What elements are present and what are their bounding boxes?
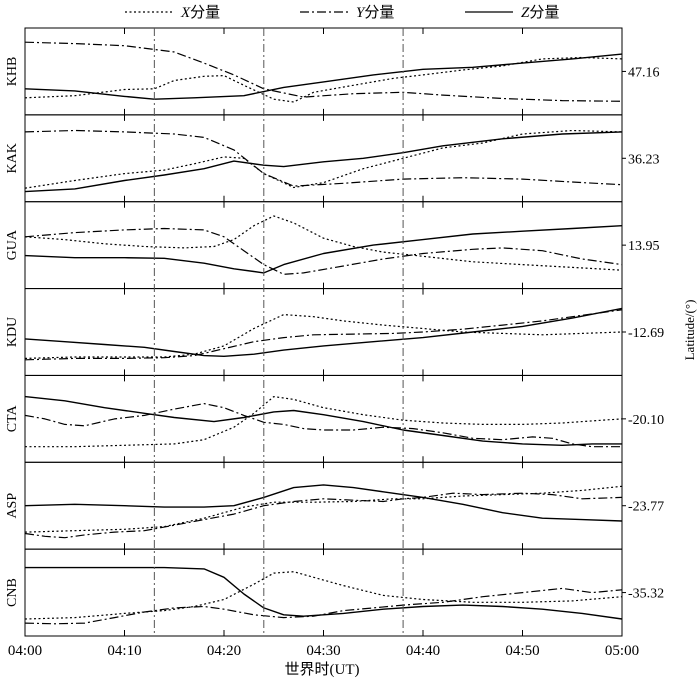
series-x-line bbox=[24, 314, 623, 359]
x-tick-label: 04:50 bbox=[505, 643, 539, 659]
station-label: KDU bbox=[5, 317, 20, 347]
legend-label: Y分量 bbox=[356, 4, 394, 21]
legend-item-x: X分量 bbox=[125, 4, 220, 21]
series-y-line bbox=[24, 129, 623, 187]
legend-label: X分量 bbox=[180, 4, 220, 21]
x-tick-label: 04:30 bbox=[306, 643, 340, 659]
series-z-line bbox=[24, 395, 622, 446]
panel-cta: CTA -20.10 bbox=[5, 374, 664, 463]
station-label: CTA bbox=[5, 405, 20, 433]
station-label: KHB bbox=[5, 57, 20, 87]
series-z-line bbox=[24, 225, 623, 274]
series-x-line bbox=[24, 485, 623, 533]
panel-frame bbox=[24, 288, 623, 376]
x-axis-label: 世界时(UT) bbox=[285, 661, 360, 678]
panel-frame bbox=[24, 201, 623, 290]
x-tick-label: 04:20 bbox=[207, 643, 241, 659]
series-z-line bbox=[24, 484, 623, 522]
latitude-label: 13.95 bbox=[628, 239, 660, 254]
series-z-line bbox=[24, 131, 623, 193]
series-z-line bbox=[25, 566, 623, 620]
legend-suffix: 分量 bbox=[529, 4, 559, 21]
series-x-line bbox=[24, 571, 623, 620]
legend-symbol: Y bbox=[356, 5, 366, 21]
x-tick-label: 04:40 bbox=[406, 643, 440, 659]
legend-suffix: 分量 bbox=[190, 4, 220, 21]
station-label: ASP bbox=[5, 493, 20, 519]
y-axis-label: Latitude/(°) bbox=[682, 300, 697, 361]
series-y-line bbox=[24, 309, 623, 361]
x-tick-label: 04:10 bbox=[107, 643, 141, 659]
panel-cnb: CNB -35.32 bbox=[5, 548, 664, 637]
legend-suffix: 分量 bbox=[364, 4, 394, 21]
panel-frame bbox=[24, 114, 623, 203]
series-x-line bbox=[24, 129, 623, 189]
panel-frame bbox=[24, 548, 623, 637]
latitude-label: 47.16 bbox=[628, 65, 660, 80]
x-tick-label: 04:00 bbox=[8, 643, 42, 659]
x-tick-label: 05:00 bbox=[605, 643, 639, 659]
series-y-line bbox=[24, 403, 622, 448]
series-z-line bbox=[24, 53, 623, 100]
x-axis: 04:00 04:10 04:20 04:30 04:40 04:50 05:00 bbox=[8, 643, 639, 659]
panel-gua: GUA 13.95 bbox=[5, 201, 660, 290]
panel-asp: ASP -23.77 bbox=[5, 461, 664, 550]
legend-item-z: Z分量 bbox=[465, 4, 559, 21]
legend-symbol: Z bbox=[521, 5, 530, 21]
latitude-label: -12.69 bbox=[628, 326, 664, 341]
latitude-label: -35.32 bbox=[628, 587, 664, 602]
series-y-line bbox=[24, 492, 623, 539]
panel-frame bbox=[24, 27, 623, 116]
panel-khb: KHB 47.16 bbox=[5, 27, 660, 116]
legend-item-y: Y分量 bbox=[300, 4, 394, 21]
panel-kak: KAK 36.23 bbox=[5, 114, 660, 203]
series-y-line bbox=[24, 587, 623, 625]
series-x-line bbox=[25, 396, 623, 448]
latitude-label: -23.77 bbox=[628, 500, 664, 515]
panels: KHB 47.16 KAK 36.23 GUA 13.95 KDU -12.69 CTA -20.… bbox=[5, 27, 664, 637]
legend: X分量 Y分量 Z分量 bbox=[125, 4, 559, 21]
vertical-reference-lines bbox=[153, 28, 404, 636]
series-x-line bbox=[24, 215, 623, 271]
series-y-line bbox=[24, 227, 623, 275]
legend-label: Z分量 bbox=[521, 4, 559, 21]
station-label: KAK bbox=[5, 143, 20, 173]
panel-kdu: KDU -12.69 bbox=[5, 288, 664, 376]
latitude-label: -20.10 bbox=[628, 413, 664, 428]
station-label: GUA bbox=[5, 229, 20, 260]
series-y-line bbox=[24, 41, 623, 102]
legend-symbol: X bbox=[180, 5, 191, 21]
station-label: CNB bbox=[5, 578, 20, 607]
latitude-label: 36.23 bbox=[628, 152, 660, 167]
series-z-line bbox=[24, 307, 623, 357]
